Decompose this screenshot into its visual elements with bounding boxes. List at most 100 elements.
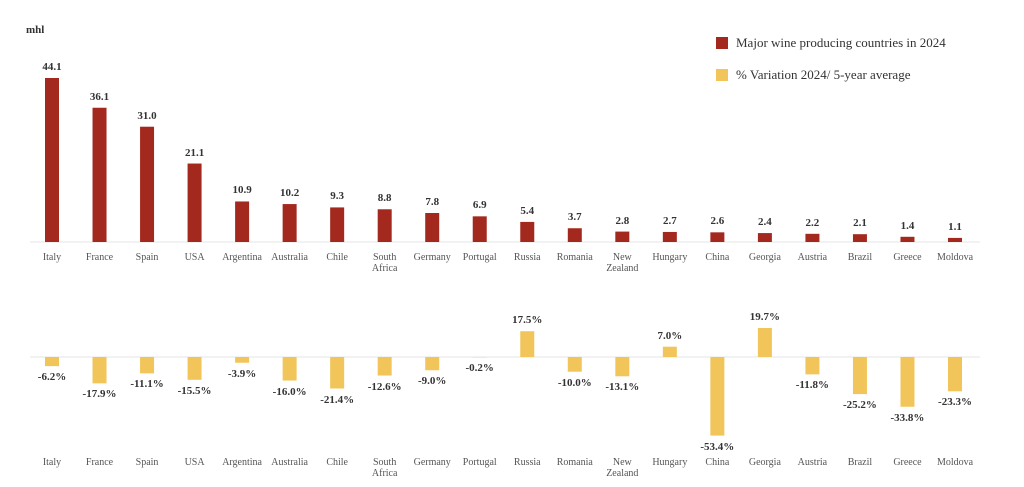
data-label: 21.1 [184,146,205,159]
x-tick-label: South Africa [371,457,398,479]
x-tick-label: Greece [893,457,922,468]
bar [520,221,535,242]
data-label: 2.2 [805,216,820,229]
x-tick-label: Chile [326,252,348,263]
x-tick-label: Romania [556,457,593,468]
bar [45,78,59,242]
data-label: 2.6 [710,215,725,228]
x-tick-label: Georgia [748,252,781,263]
x-tick-label: Hungary [652,457,688,468]
data-label: 7.0% [657,329,683,342]
x-tick-label: Argentina [222,457,262,468]
data-label: 8.8 [377,192,392,205]
bar [330,357,345,389]
data-label: 31.0 [137,109,157,122]
x-tick-label: Brazil [847,457,873,468]
y-unit-label: mhl [26,24,45,36]
data-label: 6.9 [472,199,487,212]
data-label: -15.5% [177,384,212,397]
legend-label: Major wine producing countries in 2024 [736,35,946,50]
bar [235,201,250,242]
bar [852,357,867,395]
data-label: 3.7 [567,211,582,224]
legend-swatch [716,37,728,49]
bar [187,357,202,380]
bar [425,357,440,371]
x-tick-label: Austria [797,457,828,468]
x-tick-label: Portugal [462,457,497,468]
x-tick-label: Romania [556,252,593,263]
x-tick-label: Italy [42,252,62,263]
data-label: 1.4 [900,219,915,232]
x-tick-label: Spain [135,457,159,468]
data-label: 19.7% [749,311,781,323]
data-label: -6.2% [37,371,67,384]
bar [472,216,487,242]
x-tick-label: USA [184,457,205,468]
bar [92,357,107,384]
x-tick-label: Italy [42,457,62,468]
x-tick-label: Hungary [652,252,688,263]
data-label: -33.8% [890,411,925,424]
x-tick-label: China [705,457,730,468]
bar [615,231,630,242]
bar [662,346,677,357]
bar [852,234,867,242]
bar [520,331,535,357]
bar [187,163,202,242]
bar [282,204,297,242]
data-label: 10.9 [232,184,252,197]
x-tick-label: Brazil [847,252,873,263]
x-tick-label: New Zealand [606,457,639,479]
bar [948,237,962,242]
x-tick-label: Portugal [462,252,497,263]
x-tick-label: Australia [271,457,308,468]
data-label: 2.8 [615,214,630,227]
data-label: -9.0% [417,375,447,388]
bar [330,207,345,242]
data-label: 17.5% [512,314,543,327]
x-tick-label: Germany [413,457,451,468]
data-label: -10.0% [557,376,592,389]
data-label: 9.3 [330,190,345,203]
bar [377,209,392,242]
data-label: 10.2 [280,187,300,200]
data-label: -53.4% [700,440,735,453]
x-tick-label: China [705,252,730,263]
x-tick-label: Greece [893,252,922,263]
bar [92,107,107,242]
x-tick-label: Chile [326,457,348,468]
data-label: 7.8 [425,195,440,208]
data-label: -13.1% [605,381,640,394]
bar [710,357,725,436]
x-tick-label: Georgia [748,457,781,468]
x-tick-label: Austria [797,252,828,263]
data-label: 2.7 [662,214,677,227]
data-label: 36.1 [89,90,110,103]
x-tick-label: Moldova [936,457,974,468]
bar [900,357,915,407]
data-label: 44.1 [42,61,62,73]
x-tick-label: France [85,252,114,263]
bar [805,357,820,375]
data-label: -11.1% [130,378,164,391]
data-label: 2.4 [758,216,772,229]
bar [567,228,582,242]
bar [567,357,582,372]
data-label: -3.9% [227,367,257,380]
data-label: -16.0% [272,385,307,398]
bar [140,126,155,242]
x-tick-label: Australia [271,252,308,263]
data-label: 1.1 [948,220,962,233]
x-tick-label: Russia [513,457,541,468]
bar [140,357,155,374]
data-label: -21.4% [320,393,355,406]
bar [948,357,962,392]
x-tick-label: France [85,457,114,468]
x-tick-label: Russia [513,252,541,263]
bar [710,232,725,242]
bar [805,233,820,242]
x-tick-label: New Zealand [606,252,639,274]
